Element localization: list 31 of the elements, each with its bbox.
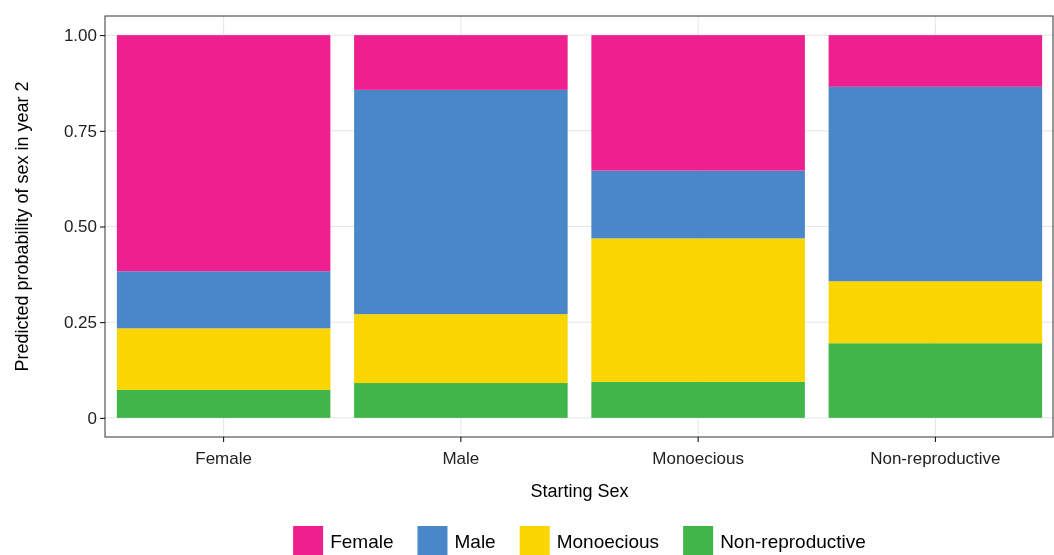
bar [116,328,331,390]
y-tick-label: 0.25 [63,313,97,333]
bar [828,343,1043,418]
legend-label: Non-reproductive [720,531,866,552]
x-tick-label: Male [442,448,480,468]
bar [591,381,805,418]
x-tick-label: Female [195,448,252,468]
bar [354,35,568,90]
bar [828,281,1043,344]
bar [116,271,331,329]
bar [591,170,805,239]
bar [591,238,805,382]
y-tick-label: 0 [87,408,97,428]
bar [828,86,1043,282]
x-tick-label: Monoecious [652,448,744,468]
x-tick-label: Non-reproductive [870,448,1001,468]
y-axis-title: Predicted probability of sex in year 2 [12,81,32,372]
legend-label: Monoecious [556,531,660,552]
bar [591,35,805,171]
y-tick-label: 0.50 [63,217,97,237]
bar [116,35,331,272]
legend-label: Male [454,531,496,552]
bar [354,383,568,418]
bar [354,89,568,315]
bar [116,389,331,418]
y-tick-label: 1.00 [63,26,97,46]
x-axis-title: Starting Sex [530,481,629,501]
y-tick-label: 0.75 [63,121,97,141]
bar [828,35,1043,87]
bar [354,314,568,384]
legend-label: Female [330,531,394,552]
